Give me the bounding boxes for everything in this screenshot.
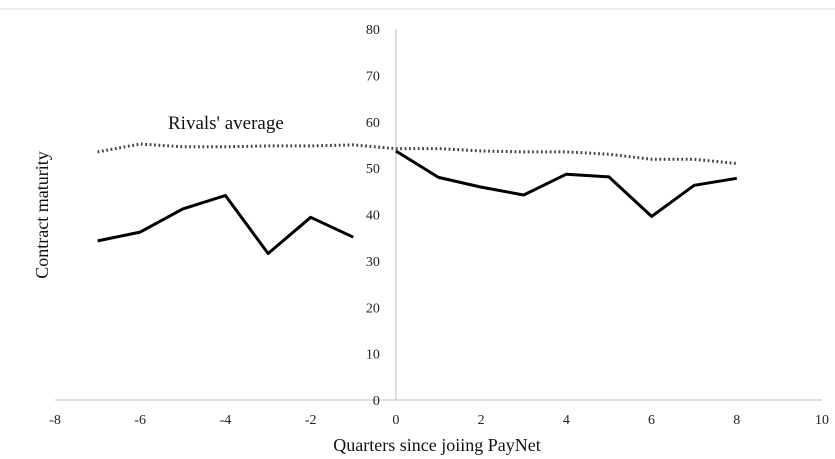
rivals-average-line (97, 142, 737, 165)
y-tick-label: 10 (366, 348, 380, 363)
x-tick-label: -4 (220, 413, 232, 428)
x-tick-label: -8 (49, 413, 61, 428)
contract-maturity-line (395, 149, 738, 218)
plot-area: -8 -6 -4 -2 0 2 4 6 8 10 0 10 20 30 40 50 60 70 80 (49, 23, 829, 428)
y-tick-label: 50 (366, 162, 380, 177)
x-tick-label: 10 (815, 413, 829, 428)
y-tick-label: 30 (366, 255, 380, 270)
x-tick-label: 4 (563, 413, 570, 428)
x-tick-label: 2 (478, 413, 485, 428)
contract-maturity-line (97, 194, 354, 255)
x-tick-label: 0 (392, 413, 399, 428)
x-axis-title: Quarters since joiing PayNet (333, 435, 540, 455)
rivals-average-label: Rivals' average (168, 113, 284, 134)
y-tick-label: 20 (366, 301, 380, 316)
x-tick-label: -2 (305, 413, 317, 428)
y-tick-label: 60 (366, 116, 380, 131)
y-tick-label: 80 (366, 23, 380, 38)
y-axis-title: Contract maturity (32, 151, 52, 278)
x-tick-label: 6 (648, 413, 655, 428)
x-tick-label: 8 (733, 413, 740, 428)
x-tick-label: -6 (134, 413, 146, 428)
y-tick-label: 40 (366, 209, 380, 224)
y-tick-label: 70 (366, 69, 380, 84)
y-tick-label: 0 (373, 394, 380, 409)
